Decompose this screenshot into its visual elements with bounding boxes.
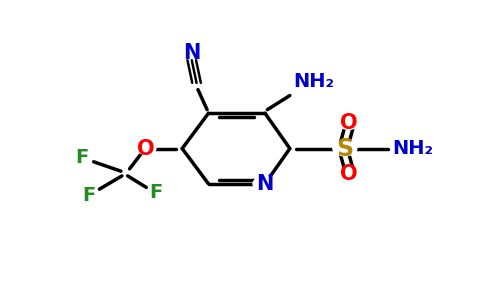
Text: F: F: [75, 148, 89, 167]
Text: N: N: [256, 174, 273, 194]
Text: N: N: [183, 43, 200, 63]
Circle shape: [339, 118, 358, 129]
Text: O: O: [340, 113, 358, 134]
Text: F: F: [82, 186, 95, 205]
Circle shape: [333, 141, 357, 156]
Text: S: S: [336, 136, 353, 160]
Circle shape: [339, 168, 358, 179]
Text: O: O: [137, 139, 155, 158]
Text: NH₂: NH₂: [294, 72, 334, 91]
Circle shape: [253, 176, 277, 191]
Text: NH₂: NH₂: [393, 139, 434, 158]
Text: O: O: [340, 164, 358, 184]
Circle shape: [137, 142, 156, 154]
Text: F: F: [149, 183, 163, 202]
